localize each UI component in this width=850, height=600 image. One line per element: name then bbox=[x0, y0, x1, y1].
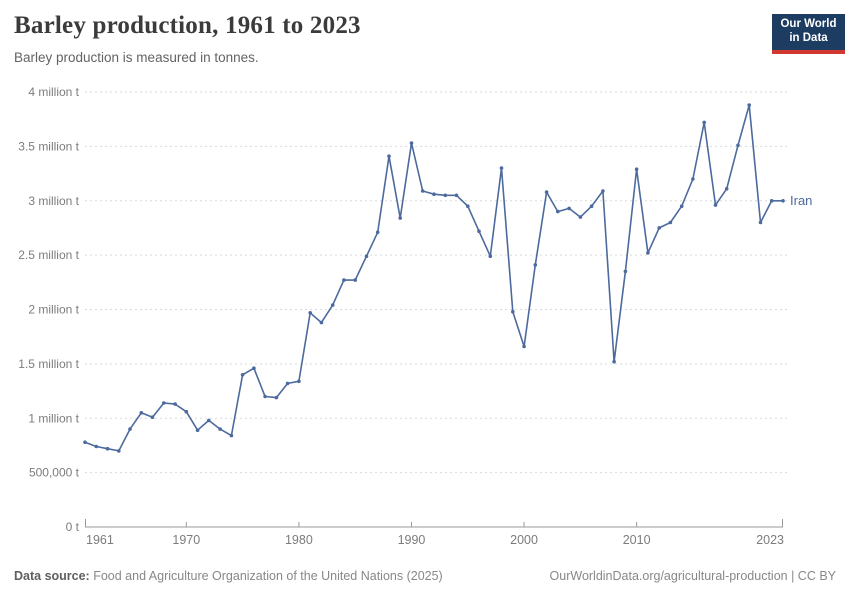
data-point[interactable] bbox=[229, 433, 234, 438]
data-point[interactable] bbox=[240, 373, 245, 377]
data-point[interactable] bbox=[330, 303, 335, 307]
data-point[interactable] bbox=[589, 204, 594, 208]
y-axis-tick-label: 4 million t bbox=[28, 85, 79, 99]
data-point[interactable] bbox=[117, 449, 121, 453]
data-point[interactable] bbox=[128, 427, 132, 431]
data-point[interactable] bbox=[420, 189, 425, 193]
owid-logo-line1: Our World bbox=[780, 18, 837, 30]
data-point[interactable] bbox=[522, 344, 526, 349]
y-axis-tick-label: 3.5 million t bbox=[18, 139, 79, 153]
data-point[interactable] bbox=[702, 120, 706, 125]
data-point[interactable] bbox=[736, 143, 740, 148]
data-point[interactable] bbox=[623, 269, 628, 274]
chart-title: Barley production, 1961 to 2023 bbox=[14, 12, 361, 39]
data-point[interactable] bbox=[353, 278, 358, 282]
data-point[interactable] bbox=[162, 401, 166, 405]
y-axis-tick-label: 1.5 million t bbox=[18, 357, 79, 371]
x-axis-tick-label: 1961 bbox=[86, 533, 114, 547]
data-point[interactable] bbox=[612, 359, 616, 364]
data-point[interactable] bbox=[646, 251, 650, 255]
data-point[interactable] bbox=[207, 418, 211, 423]
y-axis-tick-label: 2.5 million t bbox=[18, 248, 79, 262]
owid-link[interactable]: OurWorldinData.org/agricultural-producti… bbox=[549, 569, 836, 583]
data-point[interactable] bbox=[150, 415, 155, 420]
data-point[interactable] bbox=[781, 199, 785, 203]
data-point[interactable] bbox=[285, 381, 290, 386]
data-source-note: Data source: Food and Agriculture Organi… bbox=[14, 569, 443, 583]
data-point[interactable] bbox=[601, 189, 605, 193]
data-point[interactable] bbox=[567, 206, 571, 211]
x-axis-tick-label: 2023 bbox=[756, 533, 784, 547]
data-point[interactable] bbox=[342, 278, 346, 282]
data-point[interactable] bbox=[713, 203, 718, 207]
data-point[interactable] bbox=[105, 446, 110, 451]
data-point[interactable] bbox=[319, 320, 324, 325]
y-axis-tick-label: 500,000 t bbox=[29, 466, 80, 480]
y-axis-tick-label: 0 t bbox=[66, 520, 80, 534]
data-point[interactable] bbox=[375, 230, 380, 235]
owid-logo[interactable]: Our World in Data bbox=[772, 14, 845, 54]
data-point[interactable] bbox=[747, 103, 751, 107]
x-axis-tick-label: 2000 bbox=[510, 533, 538, 547]
data-point[interactable] bbox=[679, 204, 684, 208]
x-axis-tick-label: 1990 bbox=[398, 533, 426, 547]
data-point[interactable] bbox=[432, 192, 436, 196]
data-point[interactable] bbox=[387, 154, 391, 158]
data-point[interactable] bbox=[398, 216, 403, 220]
iran-series-line bbox=[84, 104, 784, 452]
data-point[interactable] bbox=[409, 141, 414, 145]
y-axis-tick-label: 1 million t bbox=[28, 411, 79, 425]
data-point[interactable] bbox=[443, 193, 448, 198]
owid-logo-line2: in Data bbox=[789, 32, 828, 44]
data-point[interactable] bbox=[184, 409, 189, 414]
y-axis-tick-label: 2 million t bbox=[28, 303, 79, 317]
data-point[interactable] bbox=[83, 440, 87, 445]
x-axis-tick-label: 1980 bbox=[285, 533, 313, 547]
chart-footer: Data source: Food and Agriculture Organi… bbox=[0, 563, 850, 589]
data-point[interactable] bbox=[533, 263, 538, 267]
series-label-iran[interactable]: Iran bbox=[790, 193, 812, 208]
x-axis-tick-label: 1970 bbox=[172, 533, 200, 547]
data-point[interactable] bbox=[297, 379, 301, 384]
data-point[interactable] bbox=[364, 254, 369, 258]
data-point[interactable] bbox=[252, 366, 256, 371]
data-point[interactable] bbox=[488, 254, 493, 258]
data-point[interactable] bbox=[94, 444, 99, 449]
data-point[interactable] bbox=[634, 167, 639, 171]
data-point[interactable] bbox=[139, 411, 144, 415]
data-point[interactable] bbox=[499, 166, 504, 170]
chart-subtitle: Barley production is measured in tonnes. bbox=[14, 50, 259, 65]
x-axis-tick-label: 2010 bbox=[623, 533, 651, 547]
data-point[interactable] bbox=[578, 215, 583, 219]
data-point[interactable] bbox=[218, 427, 222, 431]
data-point[interactable] bbox=[466, 204, 470, 208]
data-point[interactable] bbox=[556, 209, 560, 214]
y-axis-tick-label: 3 million t bbox=[28, 194, 79, 208]
line-chart: 0 t 500,000 t 1 million t 1.5 million t 2 mi… bbox=[18, 85, 812, 547]
data-point[interactable] bbox=[454, 193, 459, 198]
data-point[interactable] bbox=[691, 177, 695, 181]
data-point[interactable] bbox=[263, 394, 267, 399]
data-point[interactable] bbox=[668, 220, 673, 225]
data-point[interactable] bbox=[724, 187, 729, 191]
data-source-label: Data source: bbox=[14, 569, 90, 583]
data-point[interactable] bbox=[195, 428, 200, 433]
data-point[interactable] bbox=[274, 395, 279, 400]
data-point[interactable] bbox=[511, 309, 515, 314]
data-point[interactable] bbox=[769, 199, 774, 203]
data-point[interactable] bbox=[758, 220, 763, 225]
data-point[interactable] bbox=[477, 229, 481, 233]
data-source-text: Food and Agriculture Organization of the… bbox=[89, 569, 443, 583]
data-point[interactable] bbox=[657, 226, 661, 230]
data-point[interactable] bbox=[173, 402, 177, 406]
data-point[interactable] bbox=[544, 190, 549, 194]
data-point[interactable] bbox=[308, 311, 313, 315]
